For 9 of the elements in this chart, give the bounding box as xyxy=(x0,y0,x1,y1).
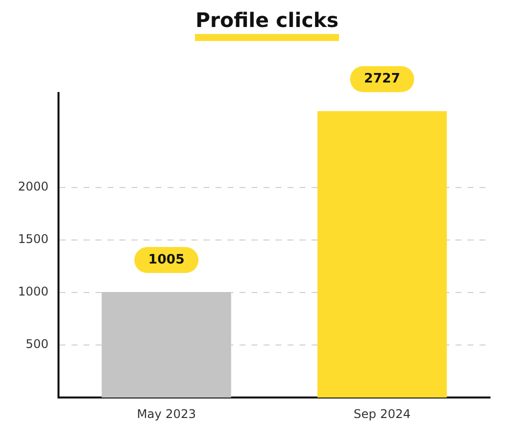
y-tick-label: 1000 xyxy=(18,284,49,299)
data-label: 1005 xyxy=(148,252,184,268)
y-tick-label: 2000 xyxy=(18,180,49,194)
y-tick-label: 500 xyxy=(26,337,49,352)
y-tick-label: 1500 xyxy=(18,232,49,246)
x-tick-label: May 2023 xyxy=(136,406,196,421)
data-label: 2727 xyxy=(364,72,400,87)
chart-title: Profile clicks xyxy=(195,8,339,32)
x-tick-label: Sep 2024 xyxy=(354,406,411,421)
